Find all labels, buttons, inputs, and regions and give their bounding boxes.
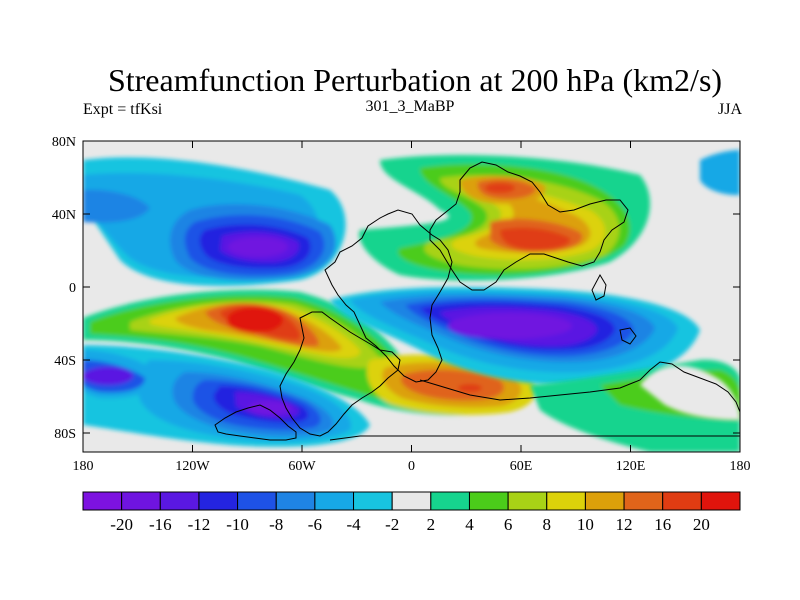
colorbar-label: 2 bbox=[427, 515, 436, 534]
y-tick-label: 80N bbox=[52, 135, 76, 150]
colorbar-label: 16 bbox=[654, 515, 671, 534]
colorbar-label: -12 bbox=[188, 515, 211, 534]
x-tick-label: 60E bbox=[510, 459, 533, 474]
colorbar-label: -4 bbox=[346, 515, 361, 534]
y-tick-label: 0 bbox=[69, 281, 76, 296]
season-label: JJA bbox=[717, 101, 742, 118]
colorbar-swatch bbox=[198, 491, 239, 511]
colorbar-label: 10 bbox=[577, 515, 594, 534]
map-title: Streamfunction Perturbation at 200 hPa (… bbox=[107, 62, 723, 98]
colorbar-swatch bbox=[391, 491, 432, 511]
x-tick-label: 120W bbox=[175, 459, 210, 474]
coastlines bbox=[214, 161, 740, 441]
contour-field bbox=[83, 141, 740, 452]
x-axis-labels: 180 120W 60W 0 60E 120E 180 bbox=[73, 459, 751, 474]
colorbar-swatch bbox=[82, 491, 123, 511]
colorbar-swatch bbox=[662, 491, 702, 511]
colorbar-swatch bbox=[314, 491, 355, 511]
colorbar-label: 8 bbox=[543, 515, 552, 534]
colorbar-label: -20 bbox=[110, 515, 133, 534]
colorbar-label: -2 bbox=[385, 515, 399, 534]
colorbar-swatch bbox=[430, 491, 470, 511]
axis-ticks bbox=[82, 140, 741, 452]
colorbar-label: -16 bbox=[149, 515, 172, 534]
colorbar-swatch bbox=[468, 491, 509, 511]
y-tick-label: 40N bbox=[52, 208, 76, 223]
x-tick-label: 120E bbox=[616, 459, 646, 474]
colorbar-label: 12 bbox=[616, 515, 633, 534]
colorbar-swatch bbox=[507, 491, 548, 511]
y-axis-labels: 80N 40N 0 40S 80S bbox=[52, 135, 76, 442]
run-label: 301_3_MaBP bbox=[365, 98, 455, 115]
colorbar-label: 6 bbox=[504, 515, 513, 534]
x-tick-label: 0 bbox=[408, 459, 415, 474]
x-tick-label: 60W bbox=[288, 459, 316, 474]
colorbar-label: -10 bbox=[226, 515, 249, 534]
colorbar-swatch bbox=[275, 491, 316, 511]
colorbar bbox=[82, 491, 741, 511]
colorbar-swatch bbox=[584, 491, 625, 511]
colorbar-swatch bbox=[623, 491, 664, 511]
colorbar-labels: -20 -16 -12 -10 -8 -6 -4 -2 2 4 6 8 10 12 16 20 bbox=[110, 515, 710, 534]
colorbar-swatch bbox=[353, 491, 393, 511]
colorbar-swatch bbox=[159, 491, 200, 511]
colorbar-label: 4 bbox=[465, 515, 474, 534]
colorbar-label: -6 bbox=[308, 515, 322, 534]
colorbar-label: 20 bbox=[693, 515, 710, 534]
y-tick-label: 80S bbox=[54, 427, 76, 442]
x-tick-label: 180 bbox=[730, 459, 751, 474]
y-tick-label: 40S bbox=[54, 354, 76, 369]
colorbar-label: -8 bbox=[269, 515, 283, 534]
colorbar-swatch bbox=[237, 491, 277, 511]
experiment-label: Expt = tfKsi bbox=[83, 101, 163, 118]
colorbar-swatch bbox=[546, 491, 586, 511]
colorbar-swatch bbox=[121, 491, 161, 511]
colorbar-swatch bbox=[700, 491, 741, 511]
x-tick-label: 180 bbox=[73, 459, 94, 474]
